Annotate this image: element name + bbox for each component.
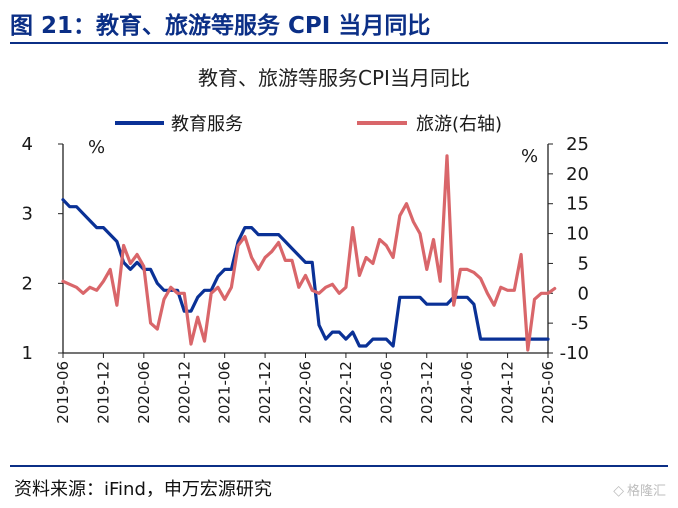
y-left-tick-label: 4	[22, 134, 33, 155]
x-tick-label: 2022-06	[297, 361, 315, 424]
y-right-tick-label: 20	[566, 164, 589, 185]
x-tick-label: 2019-12	[94, 361, 112, 424]
y-left-unit: %	[88, 137, 105, 158]
y-right-unit: %	[521, 146, 538, 167]
chart: 教育、旅游等服务CPI当月同比 教育服务 旅游(右轴) 1 2 3 4 -10 -5 0 5 10…	[22, 66, 589, 424]
y-right-tick-label: 5	[578, 253, 589, 274]
chart-title: 教育、旅游等服务CPI当月同比	[198, 66, 470, 90]
title-rule	[10, 42, 668, 44]
x-tick-label: 2019-06	[54, 361, 72, 424]
y-right-tick-label: -5	[571, 313, 589, 334]
footer-rule	[10, 465, 668, 467]
x-tick-label: 2024-06	[458, 361, 476, 424]
y-right-tick-label: -10	[560, 343, 589, 364]
series-line-tourism	[61, 154, 557, 352]
x-tick-label: 2024-12	[499, 361, 517, 424]
source-note: 资料来源：iFind，申万宏源研究	[14, 479, 272, 500]
x-tick-label: 2022-12	[337, 361, 355, 424]
y-right-tick-label: 0	[578, 283, 589, 304]
figure-title: 图 21：教育、旅游等服务 CPI 当月同比	[10, 13, 431, 39]
legend-tourism-label: 旅游(右轴)	[416, 114, 502, 135]
x-tick-label: 2021-06	[216, 361, 234, 424]
x-tick-label: 2020-12	[175, 361, 193, 424]
y-left-tick-label: 2	[22, 273, 33, 294]
x-tick-label: 2021-12	[256, 361, 274, 424]
x-tick-label: 2020-06	[135, 361, 153, 424]
legend: 教育服务 旅游(右轴)	[115, 114, 502, 135]
x-tick-label: 2025-06	[539, 361, 557, 424]
watermark-logo-icon: ◇	[613, 483, 624, 499]
y-right-tick-label: 25	[566, 134, 589, 155]
watermark-text: 格隆汇	[626, 484, 666, 499]
y-left-tick-label: 1	[22, 343, 33, 364]
axes: 1 2 3 4 -10 -5 0 5 10 15 20 25% % 2019-06 2019-12 2020-…	[22, 134, 589, 424]
watermark: ◇ 格隆汇	[613, 480, 666, 499]
x-tick-label: 2023-12	[418, 361, 436, 424]
legend-education-label: 教育服务	[171, 114, 243, 135]
y-right-tick-label: 15	[566, 194, 589, 215]
series-lines	[61, 154, 557, 352]
y-left-tick-label: 3	[22, 204, 33, 225]
x-tick-label: 2023-06	[377, 361, 395, 424]
y-right-tick-label: 10	[566, 224, 589, 245]
